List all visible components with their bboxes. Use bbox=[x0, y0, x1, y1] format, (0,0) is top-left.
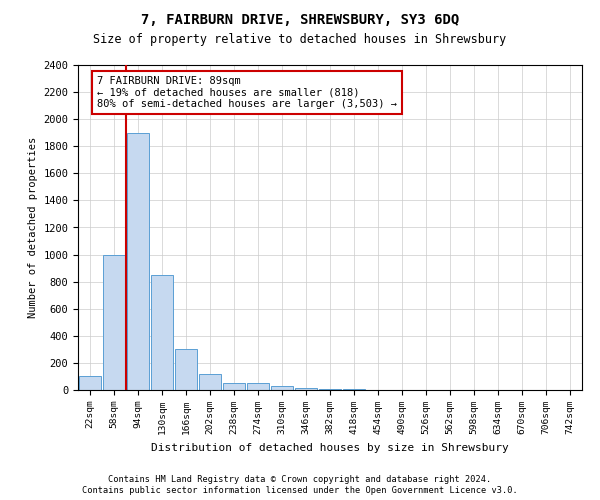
Bar bbox=[151, 275, 173, 390]
Text: Size of property relative to detached houses in Shrewsbury: Size of property relative to detached ho… bbox=[94, 32, 506, 46]
Bar bbox=[223, 383, 245, 390]
Bar bbox=[175, 350, 197, 390]
Bar bbox=[247, 383, 269, 390]
Bar bbox=[79, 376, 101, 390]
Y-axis label: Number of detached properties: Number of detached properties bbox=[28, 137, 38, 318]
Bar bbox=[295, 388, 317, 390]
Bar bbox=[319, 388, 341, 390]
Text: 7, FAIRBURN DRIVE, SHREWSBURY, SY3 6DQ: 7, FAIRBURN DRIVE, SHREWSBURY, SY3 6DQ bbox=[141, 12, 459, 26]
Text: 7 FAIRBURN DRIVE: 89sqm
← 19% of detached houses are smaller (818)
80% of semi-d: 7 FAIRBURN DRIVE: 89sqm ← 19% of detache… bbox=[97, 76, 397, 109]
Bar bbox=[271, 386, 293, 390]
Bar bbox=[103, 254, 125, 390]
Bar bbox=[199, 374, 221, 390]
Bar bbox=[127, 132, 149, 390]
Text: Contains HM Land Registry data © Crown copyright and database right 2024.: Contains HM Land Registry data © Crown c… bbox=[109, 475, 491, 484]
Text: Contains public sector information licensed under the Open Government Licence v3: Contains public sector information licen… bbox=[82, 486, 518, 495]
X-axis label: Distribution of detached houses by size in Shrewsbury: Distribution of detached houses by size … bbox=[151, 442, 509, 452]
